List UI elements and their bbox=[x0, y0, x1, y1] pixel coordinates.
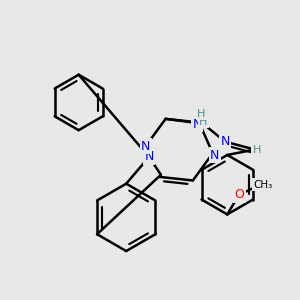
Text: CH₃: CH₃ bbox=[253, 180, 273, 190]
Text: H: H bbox=[199, 117, 207, 127]
Text: N: N bbox=[192, 118, 202, 131]
Text: O: O bbox=[234, 188, 244, 201]
Text: N: N bbox=[141, 140, 150, 153]
Text: N: N bbox=[220, 135, 230, 148]
Text: H: H bbox=[197, 109, 206, 119]
Text: N: N bbox=[144, 150, 154, 164]
Text: H: H bbox=[253, 145, 261, 154]
Text: N: N bbox=[210, 149, 219, 162]
